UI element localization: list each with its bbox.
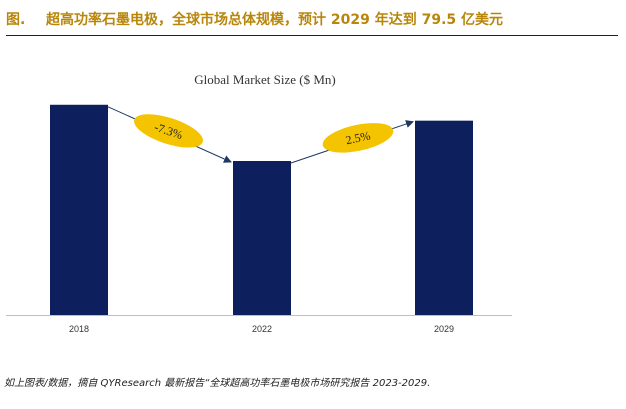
figure-title: 超高功率石墨电极，全球市场总体规模，预计 2029 年达到 79.5 亿美元	[46, 12, 504, 28]
bar-2022	[233, 161, 291, 315]
figure-number: 图.	[6, 12, 26, 28]
x-tick-label: 2029	[434, 324, 454, 334]
bar-2029	[415, 120, 473, 316]
x-tick-label: 2018	[69, 324, 89, 334]
figure-header: 图. 超高功率石墨电极，全球市场总体规模，预计 2029 年达到 79.5 亿美…	[6, 9, 618, 36]
growth-badge: -7.3%	[134, 114, 203, 148]
growth-badge-shape	[134, 114, 203, 148]
growth-label: 2.5%	[344, 128, 371, 147]
growth-badge: 2.5%	[322, 123, 394, 153]
chart-title: Global Market Size ($ Mn)	[194, 72, 336, 87]
source-note: 如上图表/数据，摘自 QYResearch 最新报告“全球超高功率石墨电极市场研…	[4, 378, 431, 389]
bar-2018	[50, 104, 108, 316]
growth-badge-shape	[322, 123, 394, 153]
x-tick-label: 2022	[252, 324, 272, 334]
